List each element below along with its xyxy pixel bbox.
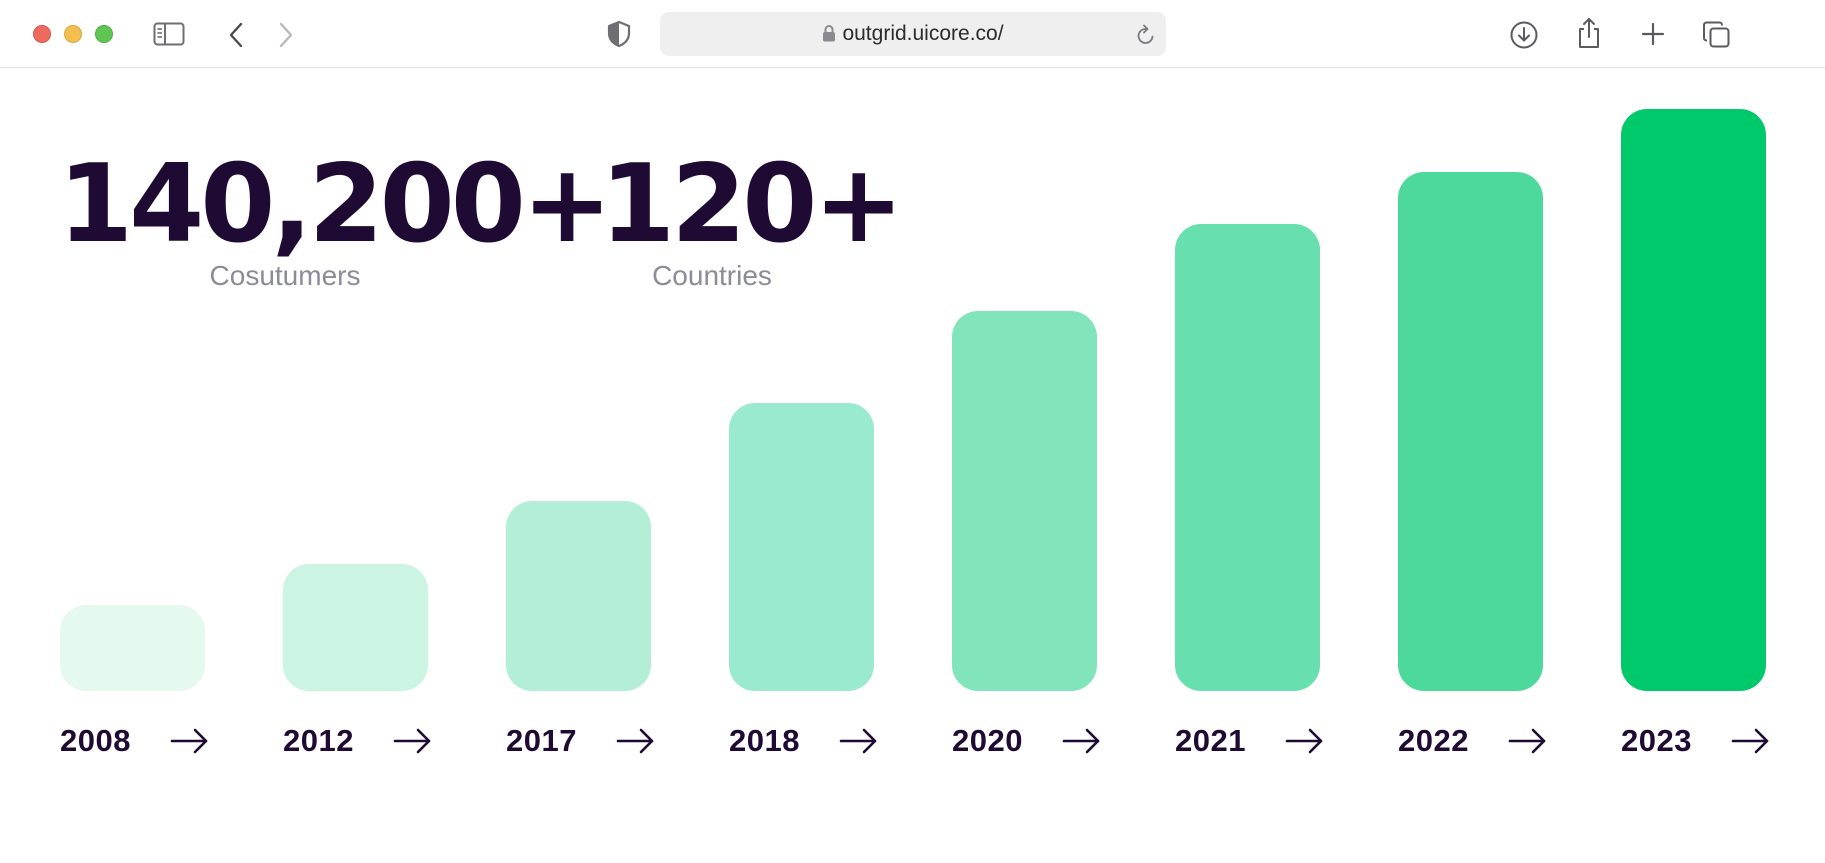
downloads-icon[interactable]: [1509, 20, 1539, 50]
year-label: 2017: [506, 723, 577, 758]
arrow-right-icon[interactable]: [1285, 726, 1325, 756]
new-tab-icon[interactable]: [1640, 21, 1666, 47]
arrow-right-icon[interactable]: [170, 726, 210, 756]
reload-icon[interactable]: [1136, 24, 1156, 46]
address-bar[interactable]: outgrid.uicore.co/: [660, 12, 1166, 56]
stat-value: 140,200+: [58, 142, 612, 267]
forward-icon[interactable]: [278, 22, 294, 48]
privacy-shield-icon[interactable]: [607, 20, 631, 48]
zoom-window-button[interactable]: [95, 25, 113, 43]
arrow-right-icon[interactable]: [1062, 726, 1102, 756]
minimize-window-button[interactable]: [64, 25, 82, 43]
url-text: outgrid.uicore.co/: [842, 22, 1004, 45]
stat-value: 120+: [600, 142, 904, 267]
sidebar-toggle-icon[interactable]: [153, 22, 185, 46]
year-label: 2020: [952, 723, 1023, 758]
bar-2023: [1621, 109, 1766, 691]
bar-2017: [506, 500, 651, 691]
lock-icon: [823, 25, 836, 42]
arrow-right-icon[interactable]: [839, 726, 879, 756]
stat-label: Cosutumers: [209, 260, 361, 291]
bar-2021: [1175, 224, 1320, 691]
year-label: 2008: [60, 723, 131, 758]
share-icon[interactable]: [1576, 17, 1602, 49]
arrow-right-icon[interactable]: [616, 726, 656, 756]
year-label: 2023: [1621, 723, 1692, 758]
arrow-right-icon[interactable]: [1731, 726, 1771, 756]
bar-2012: [283, 564, 428, 691]
year-label: 2018: [729, 723, 800, 758]
bar-2020: [952, 310, 1097, 691]
arrow-right-icon[interactable]: [1508, 726, 1548, 756]
browser-toolbar: outgrid.uicore.co/: [0, 0, 1825, 68]
stat-label: Countries: [652, 260, 772, 291]
year-label: 2012: [283, 723, 354, 758]
year-label: 2022: [1398, 723, 1469, 758]
bar-2018: [729, 402, 874, 691]
close-window-button[interactable]: [33, 25, 51, 43]
tab-overview-icon[interactable]: [1702, 20, 1732, 50]
bar-2022: [1398, 172, 1543, 691]
year-label: 2021: [1175, 723, 1246, 758]
arrow-right-icon[interactable]: [393, 726, 433, 756]
back-icon[interactable]: [228, 22, 244, 48]
bar-2008: [60, 604, 205, 691]
